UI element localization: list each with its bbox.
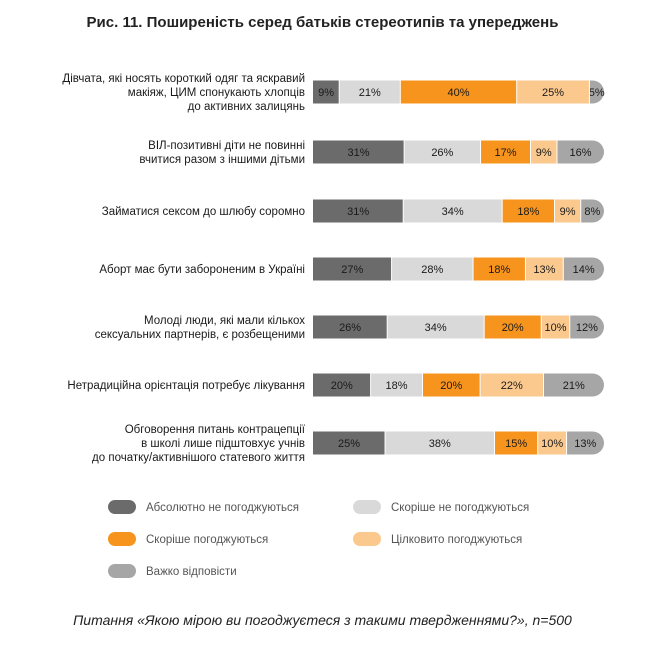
legend-swatch — [108, 500, 136, 514]
bar-segment — [473, 257, 526, 281]
bar-segment — [400, 80, 518, 104]
bar-segment — [422, 373, 481, 397]
bar-segment — [516, 80, 590, 104]
bar-segment — [313, 80, 340, 104]
bar-segment — [370, 373, 423, 397]
bar-segment — [543, 373, 604, 397]
bar-segment — [484, 315, 542, 339]
bar-segment — [554, 199, 582, 223]
category-label: Обговорення питань контрацепції в школі л… — [92, 424, 306, 464]
legend-label: Скоріше не погоджуються — [391, 502, 529, 514]
bar-segment — [566, 431, 604, 455]
bar-segment — [589, 80, 604, 104]
data-label: 31% — [347, 206, 369, 218]
data-label: 10% — [541, 438, 563, 450]
bar-row — [313, 140, 604, 164]
legend-label: Цілковито погоджуються — [391, 534, 522, 546]
data-label: 34% — [425, 322, 447, 334]
bar-segment — [313, 257, 393, 281]
legend-swatch — [353, 500, 381, 514]
data-label: 9% — [536, 147, 552, 159]
category-label: Дівчата, які носять короткий одяг та яск… — [62, 73, 305, 113]
bar-row — [313, 257, 604, 281]
bar-segment — [530, 140, 558, 164]
bar-segment — [525, 257, 564, 281]
data-label: 13% — [533, 264, 555, 276]
data-label: 28% — [421, 264, 443, 276]
bar-segment — [502, 199, 556, 223]
category-label: Займатися сексом до шлюбу соромно — [102, 206, 305, 218]
bar-segment — [494, 431, 539, 455]
data-label: 20% — [502, 322, 524, 334]
data-label: 10% — [544, 322, 566, 334]
bar-segment — [480, 140, 532, 164]
bars-group: Дівчата, які носять короткий одяг та яск… — [62, 73, 604, 464]
legend-label: Абсолютно не погоджуються — [146, 502, 299, 514]
data-label: 27% — [341, 264, 363, 276]
data-label: 25% — [542, 87, 564, 99]
bar-segment — [556, 140, 604, 164]
data-label: 5% — [589, 87, 605, 99]
data-label: 13% — [574, 438, 596, 450]
bar-segment — [313, 373, 372, 397]
data-label: 31% — [348, 147, 370, 159]
bar-row — [313, 373, 604, 397]
bar-segment — [339, 80, 401, 104]
chart-title: Рис. 11. Поширеність серед батьків стере… — [86, 14, 559, 31]
data-label: 16% — [569, 147, 591, 159]
question-footnote: Питання «Якою мірою ви погоджуєтеся з та… — [73, 612, 572, 628]
legend-swatch — [108, 564, 136, 578]
legend-swatch — [108, 532, 136, 546]
data-label: 14% — [573, 264, 595, 276]
bar-segment — [403, 199, 503, 223]
bar-segment — [313, 431, 386, 455]
bar-segment — [569, 315, 604, 339]
data-label: 12% — [576, 322, 598, 334]
bar-row — [313, 315, 604, 339]
data-label: 8% — [584, 206, 600, 218]
data-label: 18% — [488, 264, 510, 276]
bar-segment — [537, 431, 568, 455]
bar-row — [313, 431, 604, 455]
data-label: 18% — [386, 380, 408, 392]
legend-label: Скоріше погоджуються — [146, 534, 268, 546]
data-label: 9% — [318, 87, 334, 99]
bar-segment — [580, 199, 604, 223]
stacked-bar-chart: Дівчата, які носять короткий одяг та яск… — [62, 73, 605, 578]
category-label: Молоді люди, які мали кількох сексуальних… — [95, 315, 306, 341]
data-label: 21% — [359, 87, 381, 99]
legend-label: Важко відповісти — [146, 566, 237, 578]
data-label: 17% — [495, 147, 517, 159]
data-label: 40% — [447, 87, 469, 99]
bar-segment — [387, 315, 485, 339]
category-label: Нетрадиційна орієнтація потребує лікуван… — [67, 380, 305, 392]
data-label: 21% — [563, 380, 585, 392]
data-label: 26% — [339, 322, 361, 334]
data-label: 20% — [331, 380, 353, 392]
bar-row — [313, 199, 604, 223]
bar-segment — [480, 373, 544, 397]
data-label: 25% — [338, 438, 360, 450]
data-label: 9% — [560, 206, 576, 218]
data-label: 18% — [517, 206, 539, 218]
data-label: 26% — [431, 147, 453, 159]
bar-segment — [391, 257, 474, 281]
bar-segment — [313, 315, 388, 339]
data-label: 22% — [501, 380, 523, 392]
data-label: 15% — [505, 438, 527, 450]
data-label: 38% — [429, 438, 451, 450]
data-label: 20% — [440, 380, 462, 392]
bar-segment — [404, 140, 482, 164]
bar-segment — [313, 199, 404, 223]
bar-segment — [385, 431, 496, 455]
bar-segment — [313, 140, 405, 164]
bar-segment — [541, 315, 571, 339]
legend-swatch — [353, 532, 381, 546]
category-label: Аборт має бути забороненим в Україні — [99, 264, 305, 276]
bar-row — [313, 80, 604, 104]
data-label: 34% — [442, 206, 464, 218]
bar-segment — [563, 257, 604, 281]
category-label: ВІЛ-позитивні діти не повинні вчитися раз… — [139, 140, 305, 166]
legend: Абсолютно не погоджуються Скоріше не пого… — [108, 500, 529, 578]
